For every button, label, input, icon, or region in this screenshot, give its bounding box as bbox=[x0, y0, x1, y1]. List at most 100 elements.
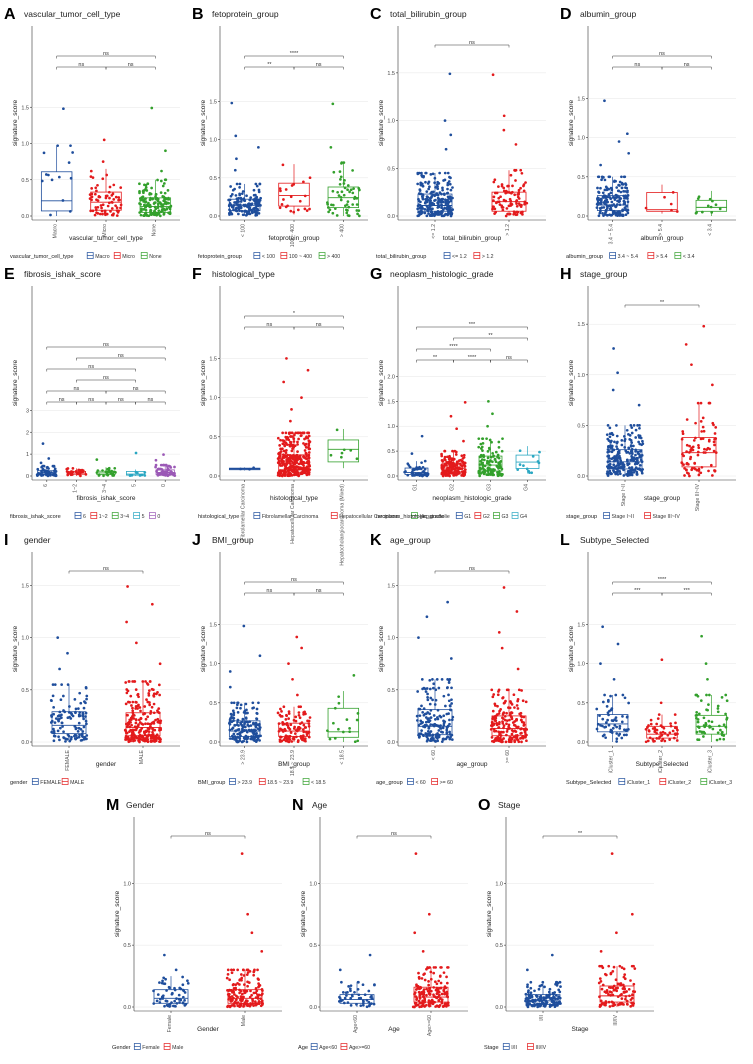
legend-label: G4 bbox=[520, 514, 527, 520]
data-point bbox=[419, 714, 422, 717]
data-point bbox=[502, 717, 505, 720]
data-point bbox=[423, 972, 426, 975]
data-point bbox=[506, 213, 509, 216]
data-point bbox=[230, 969, 233, 972]
data-point bbox=[308, 448, 311, 451]
panel-title: fetoprotein_group bbox=[212, 9, 279, 19]
data-point bbox=[442, 714, 445, 717]
data-point bbox=[549, 1005, 552, 1008]
data-point bbox=[50, 699, 53, 702]
data-point bbox=[433, 181, 436, 184]
group-micro bbox=[89, 139, 123, 217]
data-point bbox=[233, 724, 236, 727]
data-point bbox=[168, 465, 171, 468]
data-point bbox=[703, 716, 706, 719]
data-point bbox=[353, 674, 356, 677]
data-point bbox=[149, 723, 152, 726]
data-point bbox=[290, 441, 293, 444]
data-point bbox=[287, 717, 290, 720]
data-point bbox=[234, 135, 237, 138]
data-point bbox=[421, 711, 424, 714]
y-tick-label: 0 bbox=[26, 474, 29, 480]
data-point bbox=[139, 710, 142, 713]
data-point bbox=[668, 738, 671, 741]
data-point bbox=[497, 185, 500, 188]
data-point bbox=[446, 184, 449, 187]
data-point bbox=[707, 720, 710, 723]
data-point bbox=[439, 975, 442, 978]
data-point bbox=[119, 186, 122, 189]
data-point bbox=[331, 102, 334, 105]
y-axis-label: signature_score bbox=[378, 359, 385, 406]
data-point bbox=[356, 739, 359, 742]
group--1-2 bbox=[491, 73, 528, 217]
data-point bbox=[304, 726, 307, 729]
data-point bbox=[455, 453, 458, 456]
legend-title: Age bbox=[298, 1045, 308, 1051]
legend-label: 18.5 ~ 23.9 bbox=[267, 780, 293, 786]
data-point bbox=[697, 444, 700, 447]
data-point bbox=[444, 213, 447, 216]
data-point bbox=[142, 191, 145, 194]
data-point bbox=[137, 693, 140, 696]
data-point bbox=[612, 463, 615, 466]
data-point bbox=[501, 437, 504, 440]
data-point bbox=[485, 437, 488, 440]
comparison-bracket: ns bbox=[245, 577, 344, 585]
x-axis-label: total_bilirubin_group bbox=[443, 235, 502, 242]
data-point bbox=[447, 966, 450, 969]
data-point bbox=[425, 716, 428, 719]
data-point bbox=[662, 731, 665, 734]
box bbox=[328, 440, 359, 462]
data-point bbox=[449, 207, 452, 210]
data-point bbox=[477, 437, 480, 440]
data-point bbox=[167, 202, 170, 205]
data-point bbox=[628, 473, 631, 476]
data-point bbox=[506, 207, 509, 210]
data-point bbox=[413, 1006, 416, 1009]
data-point bbox=[489, 459, 492, 462]
data-point bbox=[513, 740, 516, 743]
data-point bbox=[347, 206, 350, 209]
data-point bbox=[511, 185, 514, 188]
data-point bbox=[432, 203, 435, 206]
data-point bbox=[69, 144, 72, 147]
data-point bbox=[611, 445, 614, 448]
comparison-bracket: ns bbox=[662, 62, 711, 70]
data-point bbox=[348, 214, 351, 217]
x-tick-label: Macro bbox=[53, 224, 59, 239]
data-point bbox=[526, 986, 529, 989]
data-point bbox=[242, 718, 245, 721]
data-point bbox=[288, 740, 291, 743]
data-point bbox=[597, 175, 600, 178]
data-point bbox=[540, 984, 543, 987]
data-point bbox=[599, 662, 602, 665]
comparison-bracket: ns bbox=[357, 831, 431, 839]
data-point bbox=[227, 969, 230, 972]
data-point bbox=[721, 696, 724, 699]
data-point bbox=[65, 468, 68, 471]
data-point bbox=[442, 1005, 445, 1008]
data-point bbox=[462, 457, 465, 460]
data-point bbox=[493, 212, 496, 215]
data-point bbox=[308, 442, 311, 445]
data-point bbox=[430, 990, 433, 993]
data-point bbox=[249, 207, 252, 210]
data-point bbox=[158, 694, 161, 697]
data-point bbox=[618, 184, 621, 187]
data-point bbox=[426, 475, 429, 478]
significance-label: ns bbox=[659, 51, 665, 57]
data-point bbox=[54, 735, 57, 738]
data-point bbox=[330, 146, 333, 149]
data-point bbox=[596, 206, 599, 209]
data-point bbox=[502, 713, 505, 716]
data-point bbox=[444, 198, 447, 201]
data-point bbox=[418, 735, 421, 738]
data-point bbox=[258, 212, 261, 215]
data-point bbox=[424, 181, 427, 184]
data-point bbox=[82, 715, 85, 718]
data-point bbox=[453, 463, 456, 466]
y-tick-label: 0.0 bbox=[209, 474, 217, 480]
data-point bbox=[596, 187, 599, 190]
